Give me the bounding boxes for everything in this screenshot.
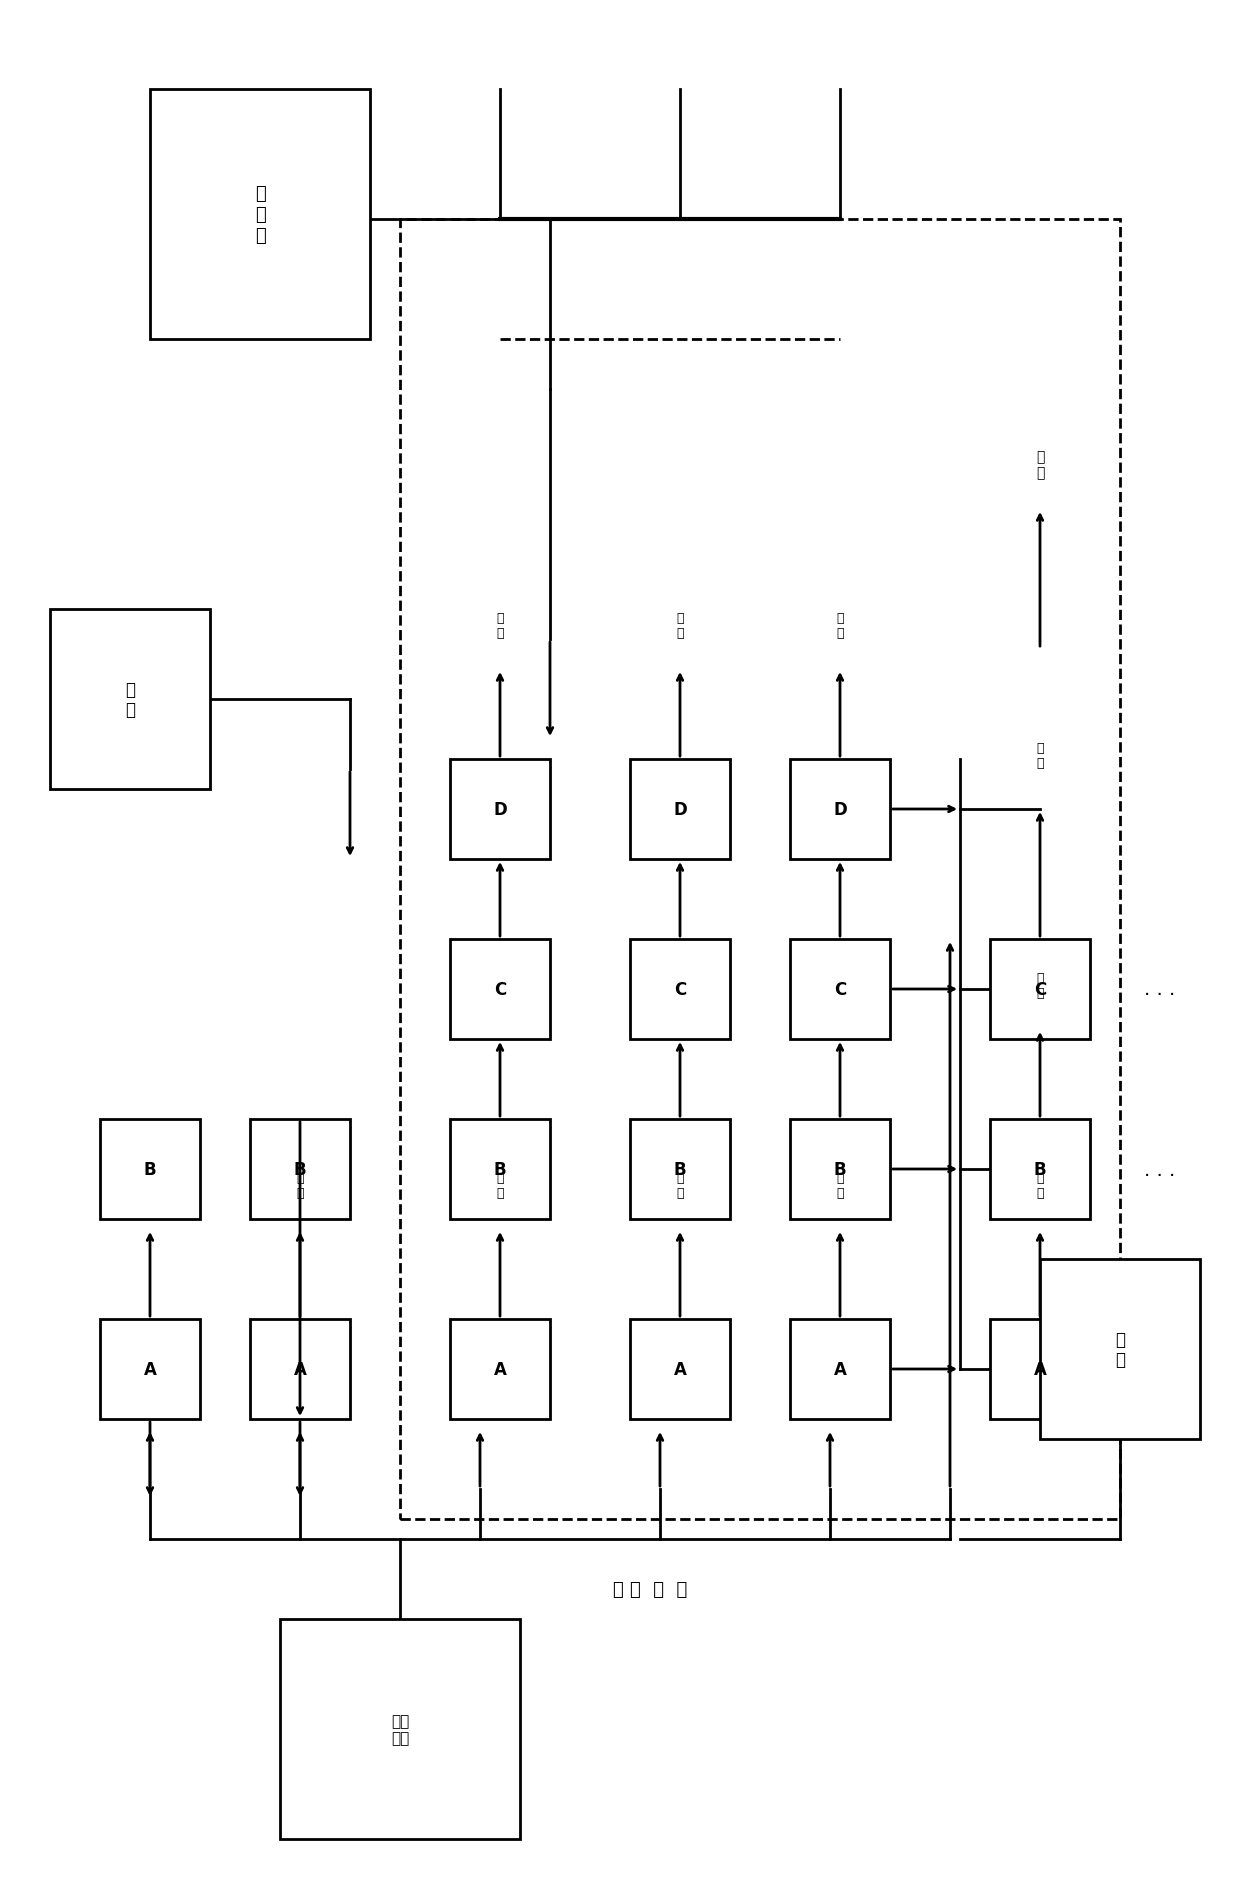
Bar (50, 610, 210, 790)
Bar (790, 759, 890, 859)
Bar (630, 1319, 730, 1419)
Text: B: B (294, 1160, 306, 1179)
Text: 精
令: 精 令 (496, 1171, 503, 1200)
Text: D: D (494, 801, 507, 818)
Bar (450, 1120, 551, 1220)
Text: 精
令: 精 令 (496, 612, 503, 640)
Bar (150, 91, 370, 340)
Text: 精
令: 精 令 (836, 1171, 843, 1200)
Bar (250, 1319, 350, 1419)
Text: 精
令: 精 令 (296, 1171, 304, 1200)
Text: B: B (1034, 1160, 1047, 1179)
Text: A: A (673, 1360, 687, 1379)
Bar (1040, 1260, 1200, 1439)
Text: B: B (494, 1160, 506, 1179)
Text: 螺 旋  上  升: 螺 旋 上 升 (613, 1581, 687, 1598)
Text: 精
令: 精 令 (1037, 971, 1044, 999)
Text: 装
装: 装 装 (1115, 1330, 1125, 1370)
Text: . . .: . . . (1145, 980, 1176, 999)
Bar (250, 1120, 350, 1220)
Text: C: C (494, 980, 506, 999)
Bar (450, 939, 551, 1039)
Text: D: D (833, 801, 847, 818)
Bar (630, 759, 730, 859)
Text: 发
酵: 发 酵 (125, 680, 135, 720)
Text: . . .: . . . (1145, 1360, 1176, 1379)
Bar (790, 1319, 890, 1419)
Text: . . .: . . . (1145, 1160, 1176, 1179)
Text: 精
令: 精 令 (676, 612, 683, 640)
Bar (630, 939, 730, 1039)
Text: B: B (833, 1160, 847, 1179)
Text: 精
令: 精 令 (146, 1171, 154, 1200)
Bar (401, 219, 1120, 1519)
Bar (990, 939, 1090, 1039)
Bar (450, 759, 551, 859)
Bar (990, 1120, 1090, 1220)
Text: B: B (144, 1160, 156, 1179)
Text: A: A (833, 1360, 847, 1379)
Text: D: D (673, 801, 687, 818)
Text: 精
令: 精 令 (1037, 1171, 1044, 1200)
Text: 精
令: 精 令 (1035, 450, 1044, 480)
Text: B: B (673, 1160, 686, 1179)
Bar (100, 1319, 200, 1419)
Text: 精
令: 精 令 (836, 612, 843, 640)
Bar (280, 1619, 520, 1840)
Text: C: C (673, 980, 686, 999)
Text: A: A (294, 1360, 306, 1379)
Text: 发
酵
液: 发 酵 液 (254, 185, 265, 246)
Bar (990, 1319, 1090, 1419)
Bar (630, 1120, 730, 1220)
Text: A: A (144, 1360, 156, 1379)
Bar (100, 1120, 200, 1220)
Text: 发酵
液体: 发酵 液体 (391, 1713, 409, 1745)
Text: C: C (833, 980, 846, 999)
Text: A: A (1034, 1360, 1047, 1379)
Text: C: C (1034, 980, 1047, 999)
Bar (790, 939, 890, 1039)
Text: A: A (494, 1360, 506, 1379)
Text: 精
令: 精 令 (676, 1171, 683, 1200)
Text: 精
令: 精 令 (1037, 742, 1044, 769)
Bar (450, 1319, 551, 1419)
Bar (790, 1120, 890, 1220)
